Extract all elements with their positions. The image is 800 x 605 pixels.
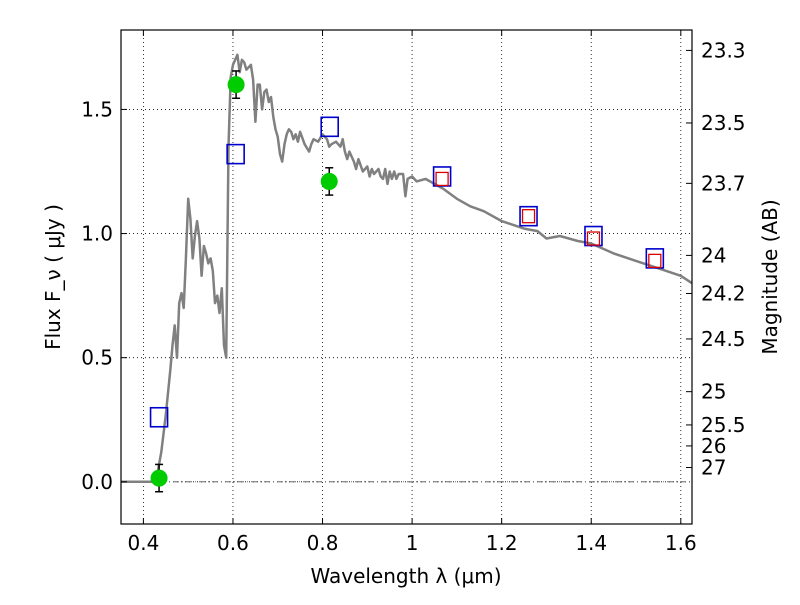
y-tick-label: 0.5 [81,346,113,370]
right-tick-label: 24 [701,243,726,267]
y-tick-label: 1.5 [81,97,113,121]
right-tick-label: 25 [701,380,726,404]
x-tick-label: 0.6 [217,531,249,555]
red-model-square [586,231,601,246]
y-tick-label: 0.0 [81,470,113,494]
plot-background [121,30,692,524]
right-tick-label: 23.5 [701,111,746,135]
red-model-square [648,253,662,269]
y-axis-label: Flux F_ν ( μJy ) [41,204,65,350]
x-axis-label: Wavelength λ (μm) [310,564,501,588]
right-tick-label: 23.3 [701,38,746,62]
photometry-point [320,172,338,190]
right-tick-label: 25.5 [701,413,746,437]
model-flux-square [320,116,339,138]
right-tick-label: 26 [701,434,726,458]
x-tick-label: 0.4 [127,531,159,555]
photometry-point [227,76,245,94]
photometry-point [150,469,168,487]
data-series [121,53,693,493]
x-tick-label: 1.6 [665,531,697,555]
model-flux-square [519,205,538,227]
right-tick-label: 23.7 [701,171,746,195]
model-flux-square [226,143,245,165]
plot-frame [120,29,693,525]
right-tick-label: 27 [701,456,726,480]
red-model-square [521,209,536,224]
right-tick-label: 24.5 [701,327,746,351]
x-tick-label: 0.8 [307,531,339,555]
x-tick-label: 1 [406,531,419,555]
red-model-square [435,171,449,187]
model-spectrum-line [121,53,693,484]
y-tick-label: 1.0 [81,222,113,246]
x-tick-label: 1.2 [486,531,518,555]
right-tick-label: 24.2 [701,281,746,305]
y-axis-right-label: Magnitude (AB) [758,199,782,354]
axis-ticks: 0.4 0.6 0.8 1 1.2 1.4 1.6 0.0 0.5 1.0 1.5 23.3 23.5 2… [81,30,746,555]
x-tick-label: 1.4 [575,531,607,555]
model-flux-square [149,406,169,428]
